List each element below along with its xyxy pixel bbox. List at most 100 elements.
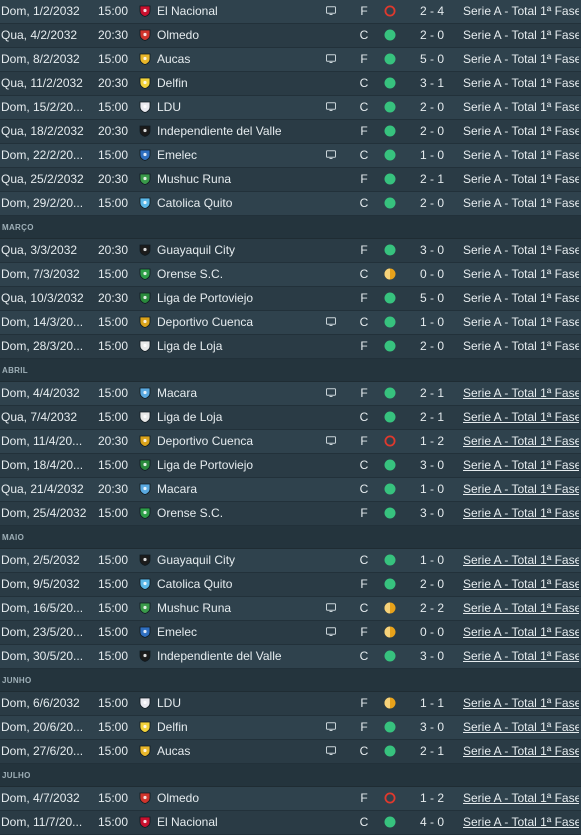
catolica-quito-crest-icon[interactable] (139, 197, 151, 209)
fixture-row[interactable]: Dom, 11/4/20... 20:30 Deportivo Cuenca F 1 -… (0, 430, 581, 454)
fixture-row[interactable]: Qua, 10/3/2032 20:30 Liga de Portoviejo F 5 … (0, 287, 581, 311)
competition-link[interactable]: Serie A - Total 1ª Fase (463, 386, 579, 400)
competition-link[interactable]: Serie A - Total 1ª Fase (463, 339, 579, 353)
competition-link[interactable]: Serie A - Total 1ª Fase (463, 625, 579, 639)
opponent-name-link[interactable]: LDU (157, 100, 182, 114)
deportivo-cuenca-crest-icon[interactable] (139, 435, 151, 447)
orense-crest-icon[interactable] (139, 268, 151, 280)
competition-link[interactable]: Serie A - Total 1ª Fase (463, 291, 579, 305)
ldu-crest-icon[interactable] (139, 697, 151, 709)
orense-crest-icon[interactable] (139, 507, 151, 519)
competition-link[interactable]: Serie A - Total 1ª Fase (463, 28, 579, 42)
fixture-row[interactable]: Dom, 6/6/2032 15:00 LDU F 1 - 1 Serie A - Tot… (0, 692, 581, 716)
fixture-row[interactable]: Dom, 22/2/20... 15:00 Emelec C 1 - 0 Serie A … (0, 144, 581, 168)
opponent-name-link[interactable]: Macara (157, 386, 198, 400)
competition-link[interactable]: Serie A - Total 1ª Fase (463, 601, 579, 615)
competition-link[interactable]: Serie A - Total 1ª Fase (463, 410, 579, 424)
competition-link[interactable]: Serie A - Total 1ª Fase (463, 243, 579, 257)
competition-link[interactable]: Serie A - Total 1ª Fase (463, 434, 579, 448)
independiente-del-valle-crest-icon[interactable] (139, 125, 151, 137)
fixture-row[interactable]: Dom, 15/2/20... 15:00 LDU C 2 - 0 Serie A - T… (0, 96, 581, 120)
opponent-name-link[interactable]: Aucas (157, 744, 191, 758)
fixture-row[interactable]: Dom, 4/4/2032 15:00 Macara F 2 - 1 Serie A - … (0, 382, 581, 406)
fixture-row[interactable]: Dom, 2/5/2032 15:00 Guayaquil City C 1 - 0 Se… (0, 549, 581, 573)
competition-link[interactable]: Serie A - Total 1ª Fase (463, 196, 579, 210)
opponent-name-link[interactable]: Delfin (157, 720, 188, 734)
opponent-name-link[interactable]: Independiente del Valle (157, 124, 282, 138)
fixture-row[interactable]: Dom, 16/5/20... 15:00 Mushuc Runa C 2 - 2 Ser… (0, 597, 581, 621)
opponent-name-link[interactable]: Guayaquil City (157, 243, 236, 257)
catolica-quito-crest-icon[interactable] (139, 578, 151, 590)
delfin-crest-icon[interactable] (139, 721, 151, 733)
ldu-crest-icon[interactable] (139, 101, 151, 113)
opponent-name-link[interactable]: Liga de Portoviejo (157, 291, 254, 305)
competition-link[interactable]: Serie A - Total 1ª Fase (463, 4, 579, 18)
opponent-name-link[interactable]: Orense S.C. (157, 506, 224, 520)
opponent-name-link[interactable]: Mushuc Runa (157, 601, 232, 615)
opponent-name-link[interactable]: El Nacional (157, 815, 218, 829)
opponent-name-link[interactable]: Catolica Quito (157, 196, 233, 210)
liga-de-portoviejo-crest-icon[interactable] (139, 292, 151, 304)
fixture-row[interactable]: Dom, 18/4/20... 15:00 Liga de Portoviejo C 3… (0, 454, 581, 478)
competition-link[interactable]: Serie A - Total 1ª Fase (463, 577, 579, 591)
opponent-name-link[interactable]: Catolica Quito (157, 577, 233, 591)
fixture-row[interactable]: Qua, 7/4/2032 15:00 Liga de Loja C 2 - 1 Seri… (0, 406, 581, 430)
fixture-row[interactable]: Dom, 25/4/2032 15:00 Orense S.C. F 3 - 0 Seri… (0, 502, 581, 526)
opponent-name-link[interactable]: Independiente del Valle (157, 649, 282, 663)
competition-link[interactable]: Serie A - Total 1ª Fase (463, 506, 579, 520)
deportivo-cuenca-crest-icon[interactable] (139, 316, 151, 328)
opponent-name-link[interactable]: El Nacional (157, 4, 218, 18)
fixture-row[interactable]: Dom, 14/3/20... 15:00 Deportivo Cuenca C 1 -… (0, 311, 581, 335)
opponent-name-link[interactable]: Liga de Loja (157, 410, 223, 424)
fixture-row[interactable]: Qua, 21/4/2032 20:30 Macara C 1 - 0 Serie A -… (0, 478, 581, 502)
fixture-row[interactable]: Dom, 8/2/2032 15:00 Aucas F 5 - 0 Serie A - T… (0, 48, 581, 72)
liga-de-loja-crest-icon[interactable] (139, 340, 151, 352)
opponent-name-link[interactable]: Emelec (157, 148, 198, 162)
competition-link[interactable]: Serie A - Total 1ª Fase (463, 720, 579, 734)
opponent-name-link[interactable]: Deportivo Cuenca (157, 315, 254, 329)
macara-crest-icon[interactable] (139, 387, 151, 399)
delfin-crest-icon[interactable] (139, 77, 151, 89)
competition-link[interactable]: Serie A - Total 1ª Fase (463, 744, 579, 758)
fixture-row[interactable]: Qua, 18/2/2032 20:30 Independiente del Val… (0, 120, 581, 144)
opponent-name-link[interactable]: Macara (157, 482, 198, 496)
fixture-row[interactable]: Dom, 20/6/20... 15:00 Delfin F 3 - 0 Serie A … (0, 716, 581, 740)
fixture-row[interactable]: Dom, 1/2/2032 15:00 El Nacional F 2 - 4 Serie… (0, 0, 581, 24)
competition-link[interactable]: Serie A - Total 1ª Fase (463, 482, 579, 496)
competition-link[interactable]: Serie A - Total 1ª Fase (463, 172, 579, 186)
fixture-row[interactable]: Qua, 4/2/2032 20:30 Olmedo C 2 - 0 Serie A - … (0, 24, 581, 48)
mushuc-runa-crest-icon[interactable] (139, 602, 151, 614)
competition-link[interactable]: Serie A - Total 1ª Fase (463, 458, 579, 472)
liga-de-portoviejo-crest-icon[interactable] (139, 459, 151, 471)
fixture-row[interactable]: Qua, 25/2/2032 20:30 Mushuc Runa F 2 - 1 Seri… (0, 168, 581, 192)
liga-de-loja-crest-icon[interactable] (139, 411, 151, 423)
competition-link[interactable]: Serie A - Total 1ª Fase (463, 100, 579, 114)
fixture-row[interactable]: Dom, 27/6/20... 15:00 Aucas C 2 - 1 Serie A -… (0, 740, 581, 764)
mushuc-runa-crest-icon[interactable] (139, 173, 151, 185)
fixture-row[interactable]: Qua, 11/2/2032 20:30 Delfin C 3 - 1 Serie A -… (0, 72, 581, 96)
guayaquil-city-crest-icon[interactable] (139, 554, 151, 566)
competition-link[interactable]: Serie A - Total 1ª Fase (463, 148, 579, 162)
competition-link[interactable]: Serie A - Total 1ª Fase (463, 791, 579, 805)
fixture-row[interactable]: Dom, 29/2/20... 15:00 Catolica Quito C 2 - 0… (0, 192, 581, 216)
competition-link[interactable]: Serie A - Total 1ª Fase (463, 124, 579, 138)
fixture-row[interactable]: Qua, 3/3/2032 20:30 Guayaquil City F 3 - 0 Se… (0, 239, 581, 263)
macara-crest-icon[interactable] (139, 483, 151, 495)
competition-link[interactable]: Serie A - Total 1ª Fase (463, 315, 579, 329)
fixture-row[interactable]: Dom, 30/5/20... 15:00 Independiente del Va… (0, 645, 581, 669)
competition-link[interactable]: Serie A - Total 1ª Fase (463, 696, 579, 710)
olmedo-crest-icon[interactable] (139, 792, 151, 804)
opponent-name-link[interactable]: Olmedo (157, 791, 200, 805)
el-nacional-crest-icon[interactable] (139, 816, 151, 828)
opponent-name-link[interactable]: Emelec (157, 625, 198, 639)
olmedo-crest-icon[interactable] (139, 29, 151, 41)
opponent-name-link[interactable]: Liga de Loja (157, 339, 223, 353)
opponent-name-link[interactable]: Guayaquil City (157, 553, 236, 567)
fixture-row[interactable]: Dom, 4/7/2032 15:00 Olmedo F 1 - 2 Serie A - … (0, 787, 581, 811)
opponent-name-link[interactable]: Orense S.C. (157, 267, 224, 281)
fixture-row[interactable]: Dom, 23/5/20... 15:00 Emelec F 0 - 0 Serie A … (0, 621, 581, 645)
competition-link[interactable]: Serie A - Total 1ª Fase (463, 553, 579, 567)
fixture-row[interactable]: Dom, 11/7/20... 15:00 El Nacional C 4 - 0 Ser… (0, 811, 581, 835)
aucas-crest-icon[interactable] (139, 53, 151, 65)
opponent-name-link[interactable]: LDU (157, 696, 182, 710)
